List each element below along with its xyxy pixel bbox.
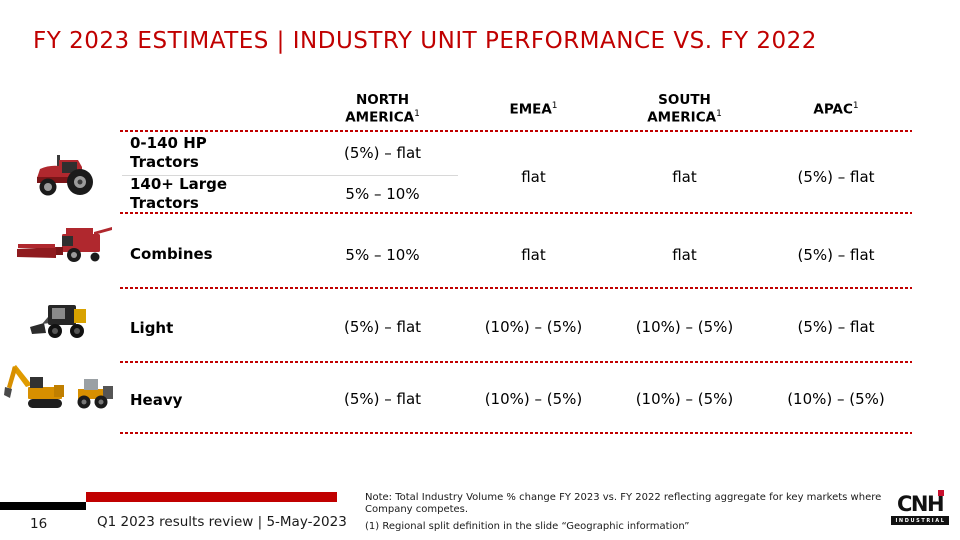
footnote-note: Note: Total Industry Volume % change FY … <box>365 492 882 515</box>
dashed-divider <box>120 287 912 289</box>
row-label-light: Light <box>130 319 174 338</box>
cnh-industrial-logo: CNH INDUSTRIAL <box>891 490 949 525</box>
cell-tractors-emea: flat <box>521 168 546 186</box>
logo-text: CNH <box>896 492 945 516</box>
table-row-heavy: Heavy (5%) – flat (10%) – (5%) (10%) – (… <box>120 362 912 432</box>
dashed-divider <box>120 361 912 363</box>
cell-heavy-apac: (10%) – (5%) <box>787 390 885 408</box>
logo-red-square-icon <box>938 490 945 496</box>
page-number: 16 <box>30 516 48 532</box>
footnote-marker: 1 <box>716 109 722 120</box>
column-header-label: SOUTH AMERICA <box>647 92 717 126</box>
footnote-marker: 1 <box>414 109 420 120</box>
row-divider-line <box>122 175 458 176</box>
row-label-140-large-tractors: 140+ Large Tractors <box>130 174 228 213</box>
column-header-label: NORTH AMERICA <box>345 92 415 126</box>
cell-heavy-emea: (10%) – (5%) <box>484 390 583 408</box>
excavator-and-wheel-loader-image <box>4 357 116 419</box>
footnote-marker: 1 <box>551 100 558 111</box>
cell-light-north-america: (5%) – flat <box>343 318 422 336</box>
cell-combines-apac: (5%) – flat <box>797 245 875 264</box>
table-row-light: Light (5%) – flat (10%) – (5%) (10%) – (… <box>120 288 912 362</box>
footer-black-bar <box>0 502 86 510</box>
cell-light-south-america: (10%) – (5%) <box>635 318 734 336</box>
cell-tractors-small-north-america: (5%) – flat <box>343 144 422 162</box>
cell-combines-emea: flat <box>521 245 546 264</box>
footnote-marker: 1 <box>852 100 859 111</box>
cell-light-apac: (5%) – flat <box>797 318 875 336</box>
column-header-emea: EMEA1 <box>458 88 609 131</box>
cell-tractors-apac: (5%) – flat <box>797 168 875 186</box>
cell-light-emea: (10%) – (5%) <box>484 318 583 336</box>
dashed-divider <box>120 130 912 132</box>
column-header-south-america: SOUTH AMERICA1 <box>609 88 760 131</box>
table-row-combines: Combines 5% – 10% flat flat (5%) – flat <box>120 213 912 288</box>
cell-tractors-south-america: flat <box>672 168 697 186</box>
column-header-north-america: NORTH AMERICA1 <box>307 88 458 131</box>
table-header-row: NORTH AMERICA1 EMEA1 SOUTH AMERICA1 APAC… <box>120 88 912 131</box>
footer-red-bar <box>86 492 337 502</box>
row-label-combines: Combines <box>130 244 213 263</box>
cell-combines-north-america: 5% – 10% <box>345 245 420 264</box>
cell-heavy-north-america: (5%) – flat <box>343 390 422 408</box>
skid-steer-loader-image <box>28 293 95 345</box>
cell-heavy-south-america: (10%) – (5%) <box>635 390 734 408</box>
logo-industrial-bar: INDUSTRIAL <box>891 516 949 525</box>
row-label-0-140-hp-tractors: 0-140 HP Tractors <box>130 133 207 172</box>
tractor-image <box>35 150 97 202</box>
column-header-label: EMEA <box>509 101 552 118</box>
column-header-label: APAC <box>813 101 853 118</box>
page-title: FY 2023 ESTIMATES | INDUSTRY UNIT PERFOR… <box>33 28 817 54</box>
row-label-heavy: Heavy <box>130 391 183 410</box>
footer-deck-title: Q1 2023 results review | 5-May-2023 <box>97 514 347 530</box>
header-spacer <box>120 88 307 131</box>
cell-tractors-large-north-america: 5% – 10% <box>345 185 420 203</box>
column-header-apac: APAC1 <box>760 88 912 131</box>
dashed-divider <box>120 212 912 214</box>
combine-image <box>16 224 113 268</box>
table-row-group-tractors: 0-140 HP Tractors (5%) – flat 140+ Large… <box>120 131 912 213</box>
dashed-divider <box>120 432 912 434</box>
cell-combines-south-america: flat <box>672 245 697 264</box>
footnotes: Note: Total Industry Volume % change FY … <box>365 492 900 533</box>
footnote-regional: (1) Regional split definition in the sli… <box>365 521 690 532</box>
